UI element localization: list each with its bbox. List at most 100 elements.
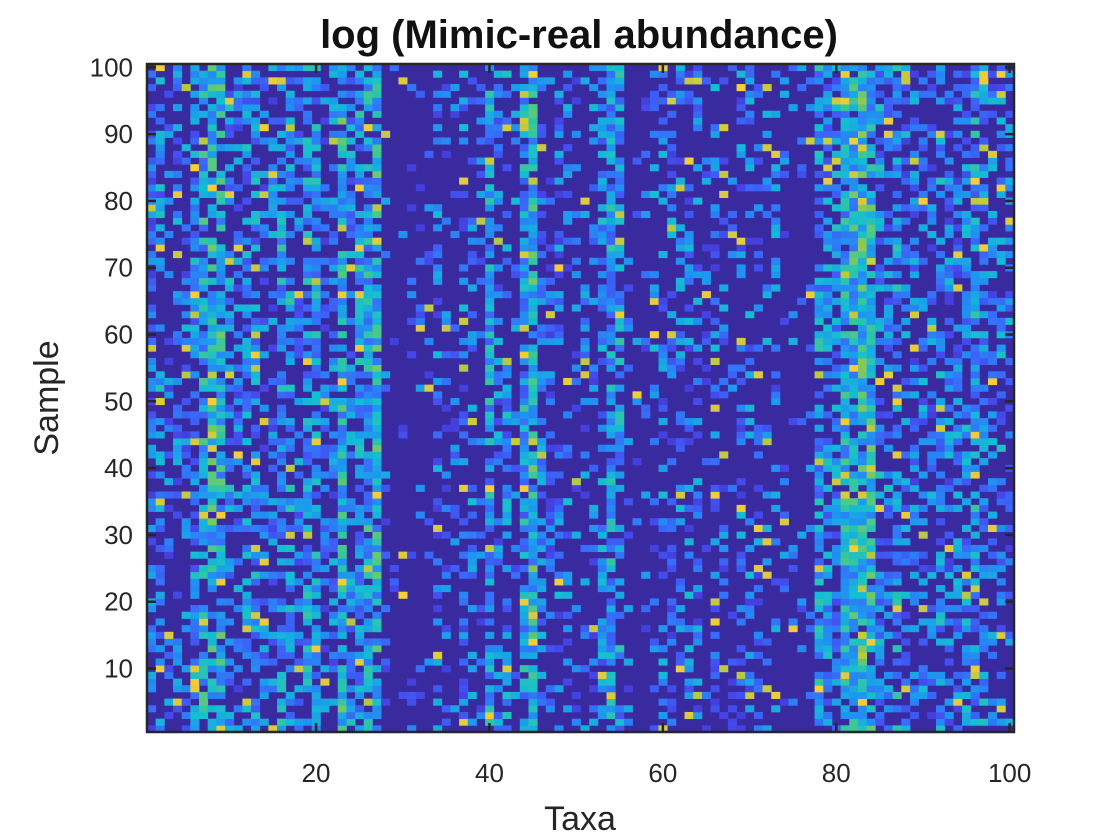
heatmap-cell bbox=[268, 638, 278, 646]
heatmap-cell bbox=[537, 190, 547, 198]
heatmap-cell bbox=[355, 658, 365, 666]
heatmap-cell bbox=[909, 271, 920, 279]
heatmap-cell bbox=[693, 631, 703, 639]
heatmap-cell bbox=[970, 685, 980, 693]
heatmap-cell bbox=[554, 90, 564, 98]
heatmap-cell bbox=[372, 471, 382, 479]
heatmap-cell bbox=[866, 150, 876, 158]
heatmap-cell bbox=[233, 364, 243, 372]
heatmap-cell bbox=[823, 70, 833, 78]
heatmap-cell bbox=[909, 204, 920, 212]
heatmap-cell bbox=[987, 551, 998, 559]
heatmap-cell bbox=[502, 665, 512, 673]
heatmap-cell bbox=[589, 398, 599, 406]
heatmap-cell bbox=[225, 384, 235, 392]
heatmap-cell bbox=[207, 411, 217, 419]
heatmap-cell bbox=[684, 304, 694, 312]
heatmap-cell bbox=[259, 691, 269, 699]
heatmap-cell bbox=[849, 404, 859, 412]
heatmap-cell bbox=[667, 130, 677, 138]
heatmap-cell bbox=[181, 665, 191, 673]
heatmap-cell bbox=[953, 438, 963, 446]
heatmap-cell bbox=[909, 511, 920, 519]
heatmap-cell bbox=[667, 291, 677, 299]
heatmap-cell bbox=[866, 611, 876, 619]
heatmap-cell bbox=[961, 311, 972, 319]
heatmap-cell bbox=[329, 130, 339, 138]
heatmap-cell bbox=[554, 117, 564, 125]
heatmap-cell bbox=[892, 90, 902, 98]
heatmap-cell bbox=[199, 705, 209, 713]
heatmap-cell bbox=[571, 257, 581, 265]
heatmap-cell bbox=[190, 197, 200, 205]
heatmap-cell bbox=[372, 538, 382, 546]
heatmap-cell bbox=[710, 431, 720, 439]
heatmap-cell bbox=[944, 257, 954, 265]
heatmap-cell bbox=[268, 498, 278, 506]
heatmap-cell bbox=[190, 311, 200, 319]
heatmap-cell bbox=[242, 264, 252, 272]
heatmap-cell bbox=[901, 317, 911, 325]
heatmap-cell bbox=[311, 471, 321, 479]
heatmap-cell bbox=[259, 77, 269, 85]
heatmap-cell bbox=[857, 97, 868, 105]
heatmap-cell bbox=[511, 264, 521, 272]
heatmap-cell bbox=[502, 691, 512, 699]
heatmap-cell bbox=[814, 391, 824, 399]
heatmap-cell bbox=[216, 271, 226, 279]
heatmap-cell bbox=[285, 170, 295, 178]
heatmap-cell bbox=[892, 431, 902, 439]
heatmap-cell bbox=[355, 484, 365, 492]
heatmap-cell bbox=[771, 170, 781, 178]
heatmap-cell bbox=[589, 104, 599, 112]
heatmap-cell bbox=[745, 97, 755, 105]
heatmap-cell bbox=[849, 711, 859, 720]
heatmap-cell bbox=[961, 137, 972, 145]
heatmap-cell bbox=[979, 77, 989, 85]
heatmap-cell bbox=[892, 251, 902, 259]
heatmap-cell bbox=[970, 691, 980, 699]
heatmap-cell bbox=[953, 544, 963, 553]
heatmap-cell bbox=[199, 538, 209, 546]
heatmap-cell bbox=[259, 317, 269, 325]
heatmap-cell bbox=[970, 698, 980, 706]
heatmap-cell bbox=[875, 685, 885, 693]
heatmap-cell bbox=[476, 237, 486, 245]
heatmap-cell bbox=[485, 571, 495, 579]
heatmap-cell bbox=[840, 651, 850, 659]
heatmap-cell bbox=[528, 518, 538, 526]
heatmap-cell bbox=[857, 685, 868, 693]
heatmap-cell bbox=[883, 297, 894, 305]
heatmap-cell bbox=[823, 117, 833, 125]
heatmap-cell bbox=[415, 184, 425, 192]
heatmap-cell bbox=[753, 678, 763, 686]
heatmap-cell bbox=[961, 117, 972, 125]
heatmap-cell bbox=[363, 538, 373, 546]
heatmap-cell bbox=[303, 144, 313, 152]
heatmap-cell bbox=[181, 157, 191, 165]
heatmap-cell bbox=[251, 544, 261, 553]
heatmap-cell bbox=[944, 645, 954, 653]
heatmap-cell bbox=[857, 718, 868, 726]
heatmap-cell bbox=[667, 231, 677, 239]
heatmap-cell bbox=[987, 70, 998, 78]
heatmap-cell bbox=[337, 64, 347, 72]
heatmap-cell bbox=[719, 157, 729, 165]
heatmap-cell bbox=[554, 271, 564, 279]
heatmap-cell bbox=[181, 144, 191, 152]
heatmap-cell bbox=[251, 117, 261, 125]
heatmap-cell bbox=[268, 418, 278, 426]
heatmap-cell bbox=[909, 150, 920, 158]
heatmap-cell bbox=[277, 130, 287, 138]
heatmap-cell bbox=[597, 631, 607, 639]
heatmap-cell bbox=[519, 237, 529, 245]
heatmap-cell bbox=[589, 558, 599, 566]
heatmap-cell bbox=[225, 458, 235, 466]
heatmap-cell bbox=[944, 197, 954, 205]
heatmap-cell bbox=[320, 311, 330, 319]
heatmap-cell bbox=[303, 678, 313, 686]
heatmap-cell bbox=[363, 384, 373, 392]
heatmap-cell bbox=[658, 571, 668, 579]
heatmap-cell bbox=[623, 531, 633, 539]
heatmap-cell bbox=[320, 384, 330, 392]
